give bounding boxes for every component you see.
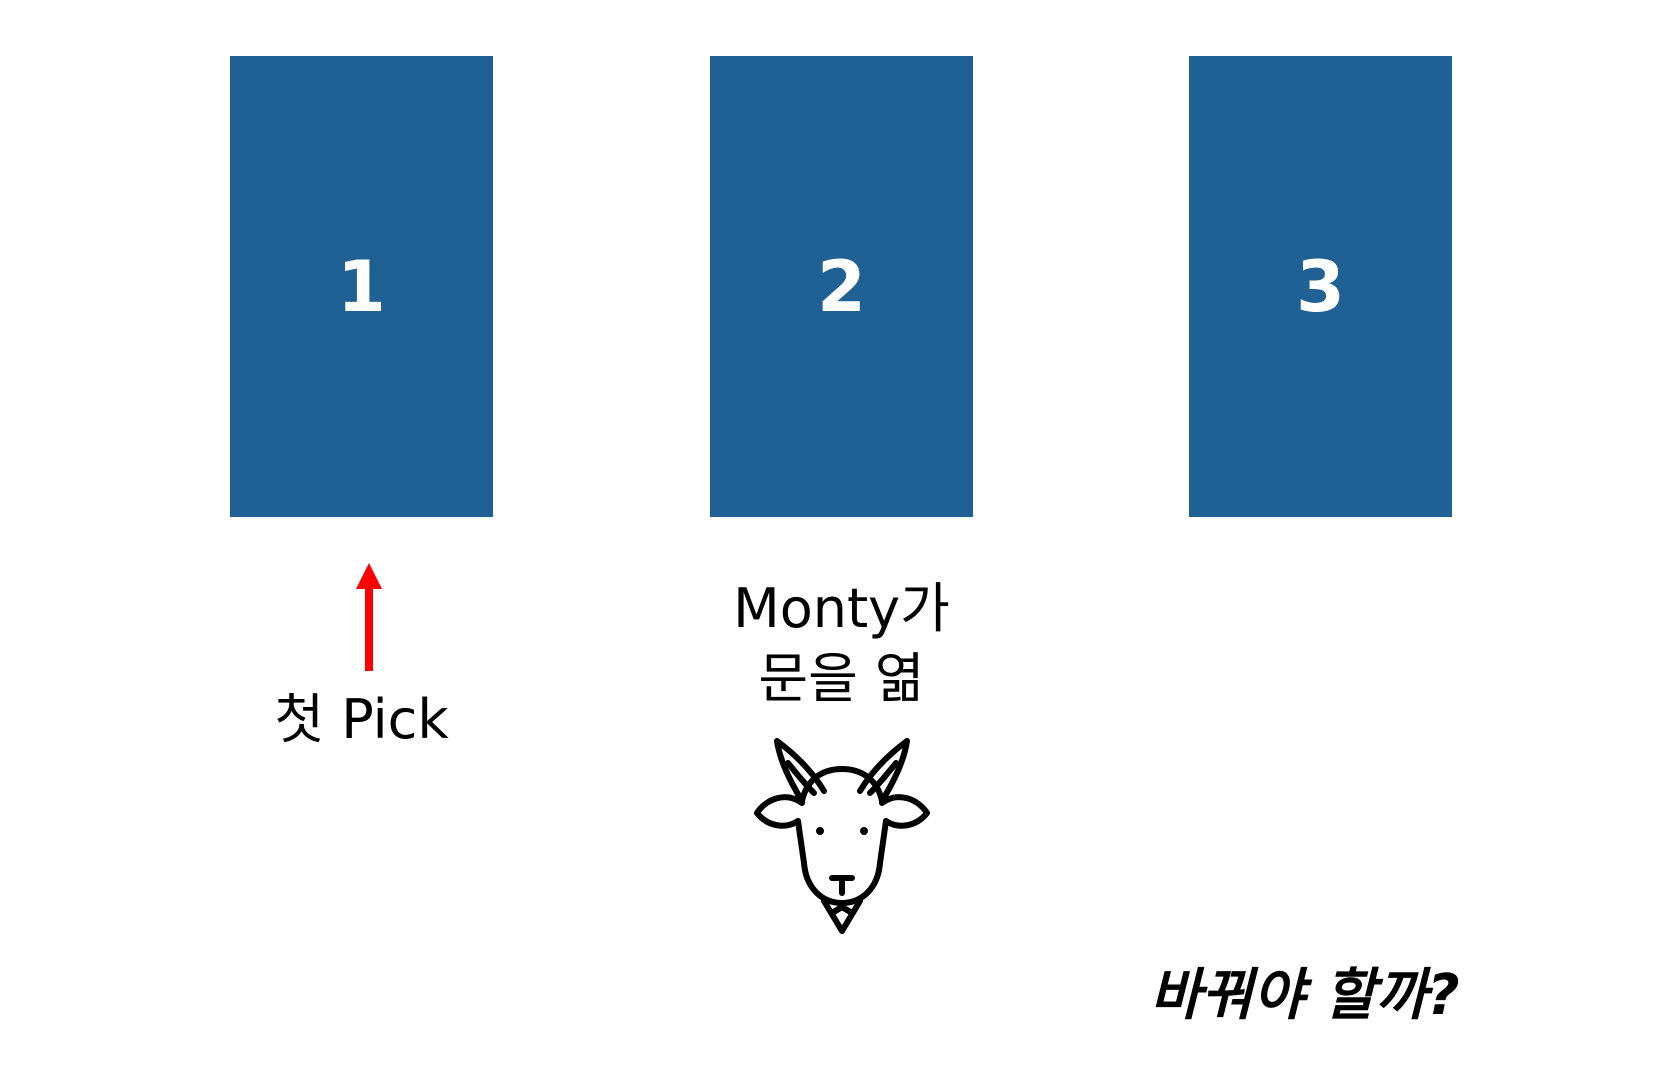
door-3-number: 3 bbox=[1296, 245, 1345, 328]
door-1: 1 bbox=[230, 56, 493, 517]
door-2: 2 bbox=[710, 56, 973, 517]
monty-label-line-2: 문을 엶 bbox=[758, 647, 925, 710]
up-arrow-icon bbox=[356, 563, 382, 671]
door-1-number: 1 bbox=[337, 245, 386, 328]
monty-opens-door-label: Monty가 문을 엶 bbox=[660, 574, 1023, 714]
door-2-number: 2 bbox=[817, 245, 866, 328]
switch-question: 바꿔야 할까? bbox=[1150, 963, 1460, 1028]
door-3: 3 bbox=[1189, 56, 1452, 517]
monty-label-line-1: Monty가 bbox=[733, 577, 950, 640]
goat-icon bbox=[754, 738, 930, 934]
first-pick-label: 첫 Pick bbox=[274, 688, 449, 751]
